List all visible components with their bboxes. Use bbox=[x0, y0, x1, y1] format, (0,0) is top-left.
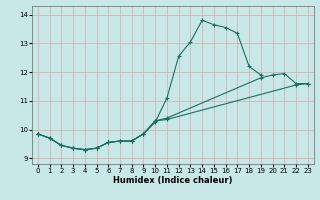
X-axis label: Humidex (Indice chaleur): Humidex (Indice chaleur) bbox=[113, 176, 233, 185]
